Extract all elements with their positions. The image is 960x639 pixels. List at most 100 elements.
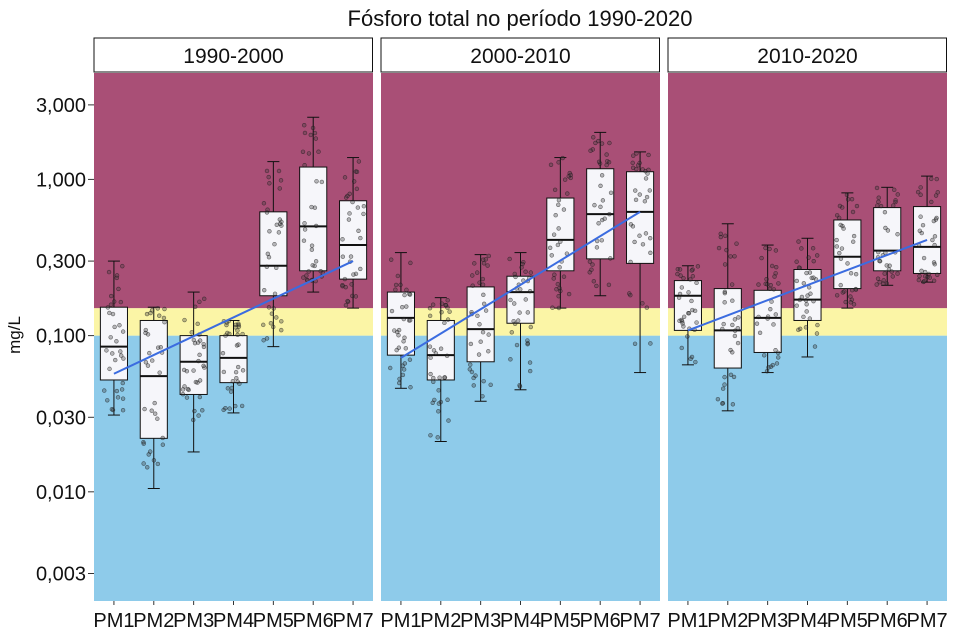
y-tick-label: 0,010 [36, 482, 86, 504]
jitter-point [840, 205, 845, 210]
jitter-point [180, 392, 186, 397]
jitter-point [568, 172, 573, 178]
box-body [139, 319, 168, 439]
jitter-point [776, 355, 781, 360]
jitter-point [556, 294, 561, 299]
jitter-point [812, 344, 818, 349]
jitter-point [358, 266, 363, 272]
x-tick-label: PM2 [133, 610, 174, 632]
jitter-point [720, 386, 726, 391]
jitter-point [884, 281, 890, 286]
jitter-point [644, 305, 650, 310]
jitter-point [722, 300, 727, 305]
jitter-point [354, 169, 360, 175]
jitter-point [193, 304, 198, 309]
jitter-point [470, 273, 475, 278]
facet-strip-label: 1990-2000 [183, 45, 283, 68]
jitter-point [594, 283, 599, 289]
jitter-point [191, 417, 196, 423]
jitter-point [556, 160, 561, 165]
jitter-point [160, 435, 165, 441]
jitter-point [316, 149, 321, 154]
jitter-point [400, 305, 405, 310]
box-pm4 [793, 237, 822, 358]
jitter-point [849, 297, 855, 302]
y-tick-label: 0,300 [36, 251, 86, 273]
jitter-point [221, 369, 227, 375]
jitter-point [262, 287, 267, 293]
jitter-point [112, 299, 117, 304]
jitter-point [269, 311, 275, 316]
jitter-point [814, 331, 820, 336]
jitter-point [201, 341, 206, 347]
jitter-point [525, 310, 530, 315]
jitter-point [845, 197, 851, 202]
jitter-point [878, 203, 884, 209]
jitter-point [591, 135, 596, 140]
jitter-point [309, 204, 314, 210]
jitter-point [688, 277, 693, 282]
jitter-point [844, 192, 850, 198]
jitter-point [841, 289, 847, 294]
jitter-point [513, 274, 518, 280]
jitter-point [349, 282, 354, 287]
jitter-point [108, 302, 114, 307]
jitter-point [633, 188, 638, 193]
jitter-point [401, 316, 407, 322]
jitter-point [557, 285, 562, 291]
jitter-point [720, 401, 725, 406]
jitter-point [149, 408, 154, 413]
jitter-point [637, 160, 642, 166]
jitter-point [919, 268, 924, 274]
jitter-point [887, 263, 892, 268]
x-tick-label: PM1 [380, 610, 421, 632]
jitter-point [113, 357, 118, 363]
jitter-point [547, 245, 553, 251]
jitter-point [523, 297, 528, 302]
jitter-point [689, 354, 695, 360]
jitter-point [438, 346, 444, 351]
jitter-point [566, 291, 572, 297]
jitter-point [512, 301, 517, 306]
jitter-point [836, 215, 842, 221]
jitter-point [679, 285, 685, 290]
jitter-point [446, 418, 451, 423]
jitter-point [350, 293, 355, 299]
jitter-point [775, 350, 781, 356]
jitter-point [728, 372, 734, 378]
jitter-point [112, 324, 117, 330]
jitter-point [728, 254, 733, 259]
jitter-point [193, 379, 199, 385]
jitter-point [689, 298, 694, 304]
jitter-point [732, 333, 738, 339]
jitter-point [230, 379, 236, 384]
jitter-point [192, 340, 198, 346]
jitter-point [343, 302, 349, 308]
jitter-point [444, 353, 450, 359]
jitter-point [723, 233, 728, 238]
jitter-point [471, 383, 476, 388]
jitter-point [605, 158, 610, 164]
jitter-point [404, 304, 409, 309]
jitter-point [528, 324, 534, 330]
jitter-point [690, 274, 696, 279]
jitter-point [799, 294, 805, 300]
jitter-point [189, 330, 194, 335]
jitter-point [773, 248, 779, 253]
jitter-point [920, 222, 926, 228]
jitter-point [556, 197, 562, 203]
jitter-point [768, 306, 773, 312]
jitter-point [478, 339, 483, 344]
jitter-point [143, 360, 149, 365]
jitter-point [636, 163, 641, 168]
jitter-point [472, 261, 477, 266]
jitter-point [604, 162, 609, 168]
jitter-point [119, 353, 124, 358]
jitter-point [197, 378, 203, 383]
jitter-point [220, 350, 226, 356]
trend-line [687, 238, 928, 332]
jitter-point [319, 179, 325, 185]
jitter-point [342, 276, 348, 282]
jitter-point [147, 350, 152, 356]
